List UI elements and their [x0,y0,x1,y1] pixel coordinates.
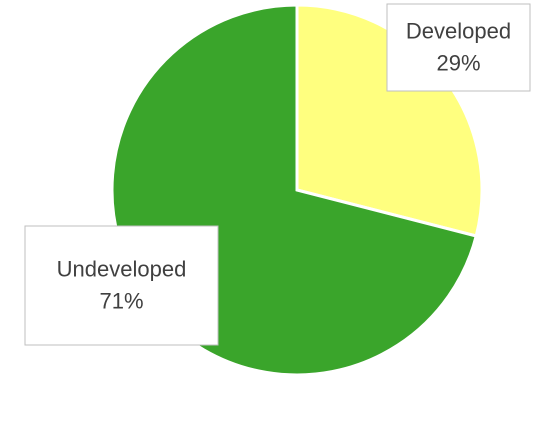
slice-label: Undeveloped [57,256,187,281]
slice-label: Developed [406,18,511,43]
slice-value-label: 71% [99,288,143,313]
label-box [386,3,531,92]
slice-value-label: 29% [436,50,480,75]
label-box [24,225,219,346]
